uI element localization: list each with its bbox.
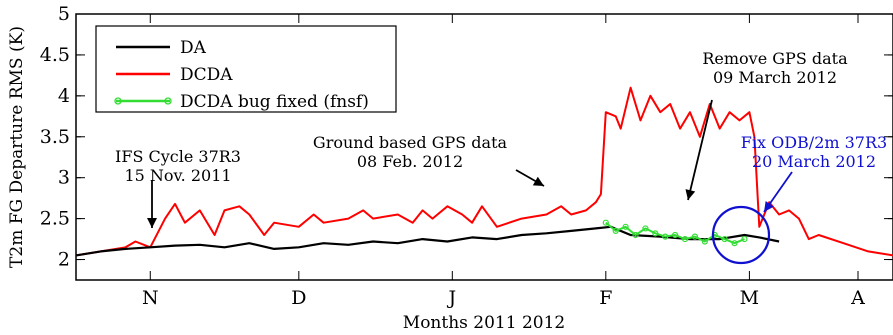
y-tick-label: 3 bbox=[58, 167, 70, 189]
annotation-text: 08 Feb. 2012 bbox=[357, 152, 463, 171]
series-marker-dcda-bug-fixed bbox=[612, 227, 619, 234]
annotation-text: Fix ODB/2m 37R3 bbox=[741, 133, 887, 152]
y-tick-label: 2 bbox=[58, 249, 70, 271]
y-tick-label: 2.5 bbox=[40, 208, 70, 230]
annotation-text: 20 March 2012 bbox=[752, 152, 876, 171]
annotation-arrow bbox=[687, 99, 713, 201]
series-marker-dcda-bug-fixed bbox=[672, 231, 679, 239]
plot-frame bbox=[75, 13, 893, 281]
legend-label: DCDA bug fixed (fnsf) bbox=[180, 92, 369, 112]
x-tick-label: J bbox=[447, 287, 457, 309]
annotation-arrowhead bbox=[532, 176, 544, 186]
series-marker-dcda-bug-fixed bbox=[741, 235, 748, 243]
x-tick-label: N bbox=[142, 287, 159, 309]
series-marker-dcda-bug-fixed bbox=[691, 233, 699, 240]
series-line-dcda-bug-fixed bbox=[605, 221, 745, 245]
series-marker-dcda-bug-fixed bbox=[701, 238, 708, 245]
x-tick-label: M bbox=[740, 287, 759, 309]
legend-marker bbox=[114, 97, 122, 105]
legend-box bbox=[95, 25, 397, 113]
annotation-arrowhead bbox=[685, 189, 696, 200]
series-marker-dcda-bug-fixed bbox=[662, 233, 669, 240]
x-tick-label: F bbox=[599, 287, 612, 309]
series-line-da bbox=[75, 225, 780, 257]
annotation-text: Remove GPS data bbox=[702, 49, 848, 68]
annotation-text: IFS Cycle 37R3 bbox=[115, 147, 241, 166]
x-axis-title: Months 2011 2012 bbox=[403, 313, 565, 333]
series-lines bbox=[75, 86, 893, 257]
legend-marker bbox=[164, 97, 172, 105]
axis-ticks bbox=[76, 13, 893, 280]
axis-tick-labels: 2 2.5 3 3.5 4 4.5 5 N D J F M A bbox=[40, 3, 865, 309]
series-marker-dcda-bug-fixed bbox=[721, 235, 728, 243]
series-marker-dcda-bug-fixed bbox=[642, 225, 649, 232]
annotation-text: Ground based GPS data bbox=[313, 133, 508, 152]
annotation-arrowhead bbox=[147, 218, 157, 228]
series-marker-dcda-bug-fixed bbox=[602, 219, 609, 226]
series-line-dcda bbox=[75, 86, 893, 257]
annotation-text: 15 Nov. 2011 bbox=[124, 166, 231, 185]
x-tick-label: A bbox=[850, 287, 865, 309]
series-marker-dcda-bug-fixed bbox=[652, 230, 659, 237]
annotation-text: 09 March 2012 bbox=[713, 68, 837, 87]
y-tick-label: 4 bbox=[58, 85, 70, 107]
annotation-arrowhead bbox=[764, 200, 774, 212]
legend-label: DCDA bbox=[180, 65, 233, 85]
series-marker-dcda-bug-fixed bbox=[632, 231, 639, 239]
series-marker-dcda-bug-fixed bbox=[681, 235, 689, 243]
x-tick-label: D bbox=[291, 287, 306, 309]
series-marker-dcda-bug-fixed bbox=[731, 240, 738, 247]
legend: DA DCDA DCDA bug fixed (fnsf) bbox=[95, 25, 397, 113]
legend-label: DA bbox=[180, 38, 207, 58]
y-tick-label: 5 bbox=[58, 3, 70, 25]
highlight-circle bbox=[711, 205, 771, 265]
y-tick-label: 3.5 bbox=[40, 126, 70, 148]
y-axis-title: T2m FG Departure RMS (K) bbox=[7, 26, 27, 268]
y-tick-label: 4.5 bbox=[40, 44, 70, 66]
series-marker-dcda-bug-fixed bbox=[622, 223, 629, 230]
